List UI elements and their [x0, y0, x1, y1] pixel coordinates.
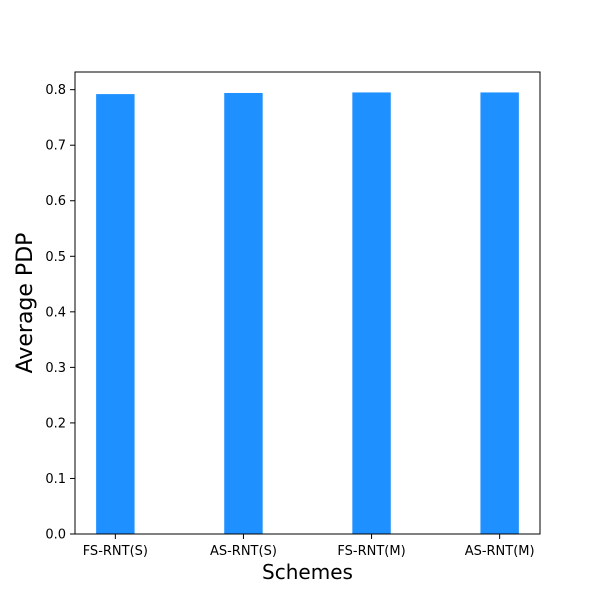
x-tick-label: AS-RNT(S) [210, 544, 277, 559]
bar-3 [480, 92, 519, 535]
y-tick-label: 0.4 [45, 305, 66, 320]
bars-group [96, 92, 519, 535]
bar-1 [224, 92, 263, 535]
y-tick-label: 0.2 [45, 416, 66, 431]
x-axis-ticks: FS-RNT(S) AS-RNT(S) FS-RNT(M) AS-RNT(M) [83, 534, 535, 559]
y-axis-label: Average PDP [13, 233, 38, 374]
bar-2 [352, 92, 391, 535]
y-tick-label: 0.8 [45, 83, 66, 98]
y-tick-label: 0.1 [45, 472, 66, 487]
plot-frame [74, 71, 541, 535]
y-tick-label: 0.6 [45, 194, 66, 209]
bar-0 [96, 94, 135, 534]
y-tick-label: 0.0 [45, 528, 66, 543]
y-tick-label: 0.5 [45, 250, 66, 265]
y-tick-label: 0.7 [45, 139, 66, 154]
x-tick-label: FS-RNT(M) [337, 544, 405, 559]
y-tick-label: 0.3 [45, 361, 66, 376]
x-tick-label: FS-RNT(S) [83, 544, 148, 559]
x-axis-label: Schemes [262, 560, 353, 584]
y-axis-ticks: 0.0 0.1 0.2 0.3 0.4 0.5 0.6 0.7 0.8 [45, 83, 75, 543]
x-tick-label: AS-RNT(M) [465, 544, 535, 559]
